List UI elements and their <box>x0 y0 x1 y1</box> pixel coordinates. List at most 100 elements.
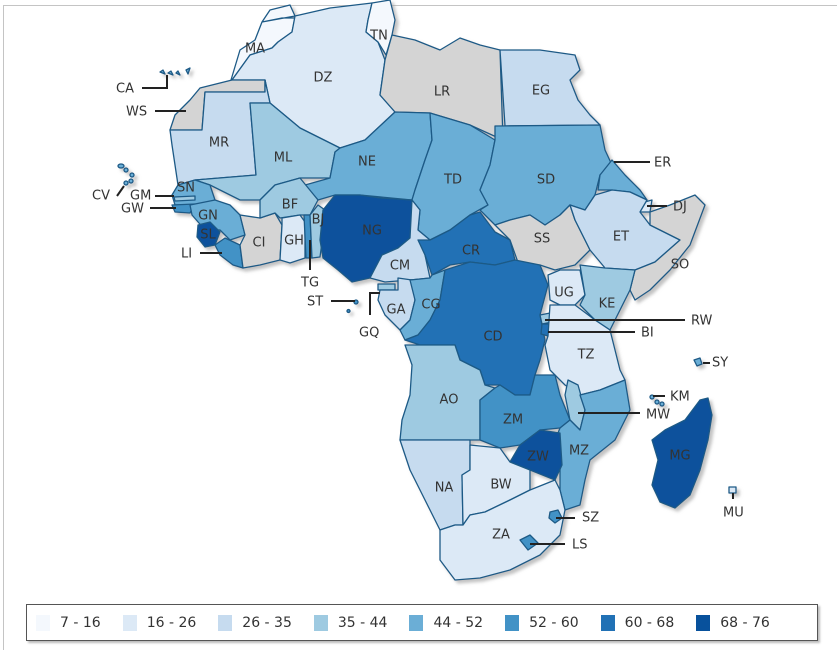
legend-swatch <box>600 614 615 631</box>
legend-item[interactable]: 7 - 16 <box>36 614 101 631</box>
country-CV[interactable] <box>117 163 135 186</box>
label-MG: MG <box>669 449 690 464</box>
label-CR: CR <box>462 244 480 259</box>
map-frame <box>3 5 837 650</box>
legend-label: 35 - 44 <box>337 614 388 631</box>
label-KE: KE <box>599 297 616 312</box>
country-GQ[interactable] <box>377 283 396 291</box>
africa-map: MA DZ TN LR EG MR ML NE TD SD SN GN SL B… <box>92 0 744 581</box>
label-EG: EG <box>532 84 550 99</box>
label-CA: CA <box>116 82 134 97</box>
label-SS: SS <box>534 232 551 247</box>
label-AO: AO <box>440 393 459 408</box>
label-GM: GM <box>130 189 151 204</box>
legend-label: 52 - 60 <box>529 614 579 631</box>
label-SL: SL <box>200 228 216 243</box>
external-labels: CA WS CV GM GW LI TG ST GQ ER DJ RW BI S… <box>92 82 744 553</box>
label-UG: UG <box>554 286 574 301</box>
legend-item[interactable]: 35 - 44 <box>313 614 388 631</box>
country-GH[interactable] <box>279 214 306 264</box>
label-SZ: SZ <box>582 511 599 526</box>
label-CV: CV <box>92 189 110 204</box>
legend-label: 60 - 68 <box>624 614 675 631</box>
label-ZA: ZA <box>492 528 510 543</box>
label-MW: MW <box>646 408 670 423</box>
legend-item[interactable]: 68 - 76 <box>696 614 770 631</box>
label-ET: ET <box>613 230 629 245</box>
label-NG: NG <box>362 224 382 239</box>
label-ZW: ZW <box>527 450 549 465</box>
label-GN: GN <box>198 209 218 224</box>
label-LS: LS <box>572 538 588 553</box>
country-ZM[interactable] <box>479 374 571 449</box>
label-WS: WS <box>126 105 147 120</box>
legend-item[interactable]: 60 - 68 <box>600 614 675 631</box>
country-UG[interactable] <box>547 269 586 306</box>
label-NA: NA <box>435 481 454 496</box>
country-MU[interactable] <box>728 486 737 494</box>
legend-label: 44 - 52 <box>433 614 484 631</box>
label-SD: SD <box>537 173 555 188</box>
legend-item[interactable]: 52 - 60 <box>505 614 579 631</box>
country-GN[interactable] <box>189 199 246 241</box>
label-DZ: DZ <box>314 71 333 86</box>
label-DJ: DJ <box>673 200 687 215</box>
label-GQ: GQ <box>359 326 379 341</box>
country-CA[interactable] <box>159 67 191 76</box>
country-SO[interactable] <box>629 194 706 301</box>
label-SO: SO <box>671 258 689 273</box>
legend-item[interactable]: 26 - 35 <box>218 614 292 631</box>
legend-swatch <box>36 614 50 631</box>
label-CG: CG <box>421 298 440 313</box>
country-GM[interactable] <box>173 195 196 202</box>
label-BF: BF <box>282 198 298 213</box>
label-CD: CD <box>483 330 502 345</box>
label-BJ: BJ <box>312 213 325 228</box>
country-labels: MA DZ TN LR EG MR ML NE TD SD SN GN SL B… <box>177 29 691 543</box>
label-LR: LR <box>434 85 450 100</box>
label-TN: TN <box>369 29 388 44</box>
legend-swatch <box>218 614 233 631</box>
legend-label: 68 - 76 <box>720 614 770 631</box>
label-MA: MA <box>245 42 265 57</box>
label-MR: MR <box>209 136 229 151</box>
label-GH: GH <box>284 234 304 249</box>
label-NE: NE <box>358 155 376 170</box>
label-SY: SY <box>712 356 728 371</box>
label-KM: KM <box>670 390 690 405</box>
label-CM: CM <box>390 259 410 274</box>
label-ML: ML <box>274 151 293 166</box>
label-GW: GW <box>121 202 144 217</box>
legend-item[interactable]: 44 - 52 <box>409 614 484 631</box>
legend-label: 16 - 26 <box>146 614 197 631</box>
label-MZ: MZ <box>569 444 589 459</box>
legend-swatch <box>505 614 520 631</box>
country-GW[interactable] <box>171 203 196 214</box>
label-RW: RW <box>691 314 713 329</box>
label-ER: ER <box>654 156 671 171</box>
country-ZA[interactable] <box>439 479 566 581</box>
label-ST: ST <box>307 295 323 310</box>
legend-label: 7 - 16 <box>60 614 101 631</box>
legend-swatch <box>122 614 137 631</box>
country-MG[interactable] <box>651 397 713 509</box>
legend-label: 26 - 35 <box>242 614 292 631</box>
label-TG: TG <box>300 276 319 291</box>
label-SN: SN <box>177 181 195 196</box>
country-SY[interactable] <box>693 357 703 367</box>
label-TZ: TZ <box>577 348 595 363</box>
label-LI: LI <box>181 247 192 262</box>
legend: 7 - 16 16 - 26 26 - 35 35 - 44 44 - 52 5… <box>26 604 818 641</box>
label-TD: TD <box>443 173 462 188</box>
label-MU: MU <box>723 506 744 521</box>
label-BI: BI <box>641 326 654 341</box>
label-ZM: ZM <box>503 413 523 428</box>
legend-item[interactable]: 16 - 26 <box>122 614 197 631</box>
legend-swatch <box>409 614 424 631</box>
legend-swatch <box>696 614 711 631</box>
country-SZ[interactable] <box>548 509 563 524</box>
legend-swatch <box>313 614 328 631</box>
label-CI: CI <box>253 236 266 251</box>
label-BW: BW <box>490 478 511 493</box>
label-GA: GA <box>387 303 406 318</box>
